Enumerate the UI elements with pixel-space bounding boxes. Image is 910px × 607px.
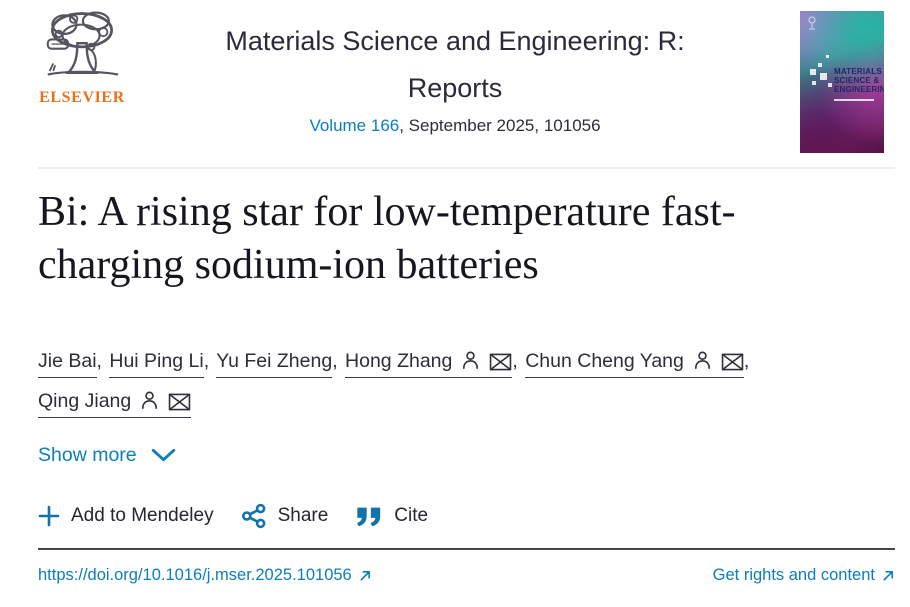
- cover-pixel-decoration: [812, 81, 816, 85]
- cover-pixel-decoration: [818, 63, 822, 67]
- get-rights-link[interactable]: Get rights and content: [713, 566, 895, 585]
- journal-header[interactable]: Materials Science and Engineering: R: Re…: [140, 18, 770, 112]
- volume-line: Volume 166, September 2025, 101056: [140, 116, 770, 136]
- author-separator: ,: [512, 350, 518, 372]
- header-divider: [38, 167, 895, 169]
- author-link[interactable]: Chun Cheng Yang: [525, 350, 744, 378]
- external-link-icon: [360, 570, 370, 581]
- cover-journal-name: MATERIALS SCIENCE & ENGINEERING:R: [834, 67, 884, 94]
- person-icon: [694, 351, 710, 369]
- author-separator: ,: [332, 350, 338, 372]
- email-envelope-icon: [168, 393, 191, 411]
- elsevier-wordmark: ELSEVIER: [39, 89, 125, 106]
- author-separator: ,: [743, 350, 750, 372]
- author-link[interactable]: Hui Ping Li: [109, 350, 204, 378]
- elsevier-logo[interactable]: ELSEVIER: [34, 8, 130, 107]
- journal-title[interactable]: Materials Science and Engineering: R: Re…: [225, 26, 685, 103]
- person-icon: [142, 391, 158, 409]
- volume-link[interactable]: Volume 166: [309, 116, 400, 135]
- cite-quote-icon: [355, 505, 383, 528]
- show-more-button[interactable]: Show more: [38, 444, 176, 467]
- cite-button[interactable]: Cite: [355, 505, 428, 528]
- action-bar: Add to Mendeley Share Cite: [38, 503, 428, 529]
- cover-subtitle-decoration: [834, 99, 874, 101]
- plus-icon: [38, 505, 60, 527]
- doi-link[interactable]: https://doi.org/10.1016/j.mser.2025.1010…: [38, 566, 372, 585]
- author-separator: ,: [96, 350, 102, 372]
- cover-pixel-decoration: [810, 69, 816, 75]
- author-link[interactable]: Yu Fei Zheng: [216, 350, 333, 378]
- chevron-down-icon: [151, 448, 175, 462]
- email-envelope-icon: [721, 353, 744, 371]
- issue-info: , September 2025, 101056: [399, 116, 601, 135]
- footer-links: https://doi.org/10.1016/j.mser.2025.1010…: [38, 566, 895, 585]
- author-list: Jie Bai, Hui Ping Li, Yu Fei Zheng, Hong…: [38, 342, 870, 422]
- elsevier-tree-icon: [40, 11, 124, 86]
- article-title: Bi: A rising star for low-temperature fa…: [38, 189, 736, 288]
- author-separator: ,: [203, 350, 210, 372]
- add-to-mendeley-button[interactable]: Add to Mendeley: [38, 505, 214, 527]
- author-link[interactable]: Jie Bai: [38, 350, 97, 378]
- share-button[interactable]: Share: [241, 503, 328, 529]
- cover-elsevier-mark-icon: [808, 16, 816, 30]
- share-icon: [241, 503, 267, 529]
- author-link[interactable]: Hong Zhang: [345, 350, 513, 378]
- email-envelope-icon: [490, 353, 512, 371]
- footer-divider: [38, 548, 895, 550]
- author-link[interactable]: Qing Jiang: [38, 389, 192, 418]
- external-link-icon: [883, 570, 894, 581]
- journal-cover-thumbnail[interactable]: MATERIALS SCIENCE & ENGINEERING:R: [800, 11, 884, 153]
- cover-pixel-decoration: [826, 55, 829, 58]
- person-icon: [463, 351, 479, 369]
- cover-pixel-decoration: [828, 83, 832, 87]
- cover-pixel-decoration: [820, 73, 827, 80]
